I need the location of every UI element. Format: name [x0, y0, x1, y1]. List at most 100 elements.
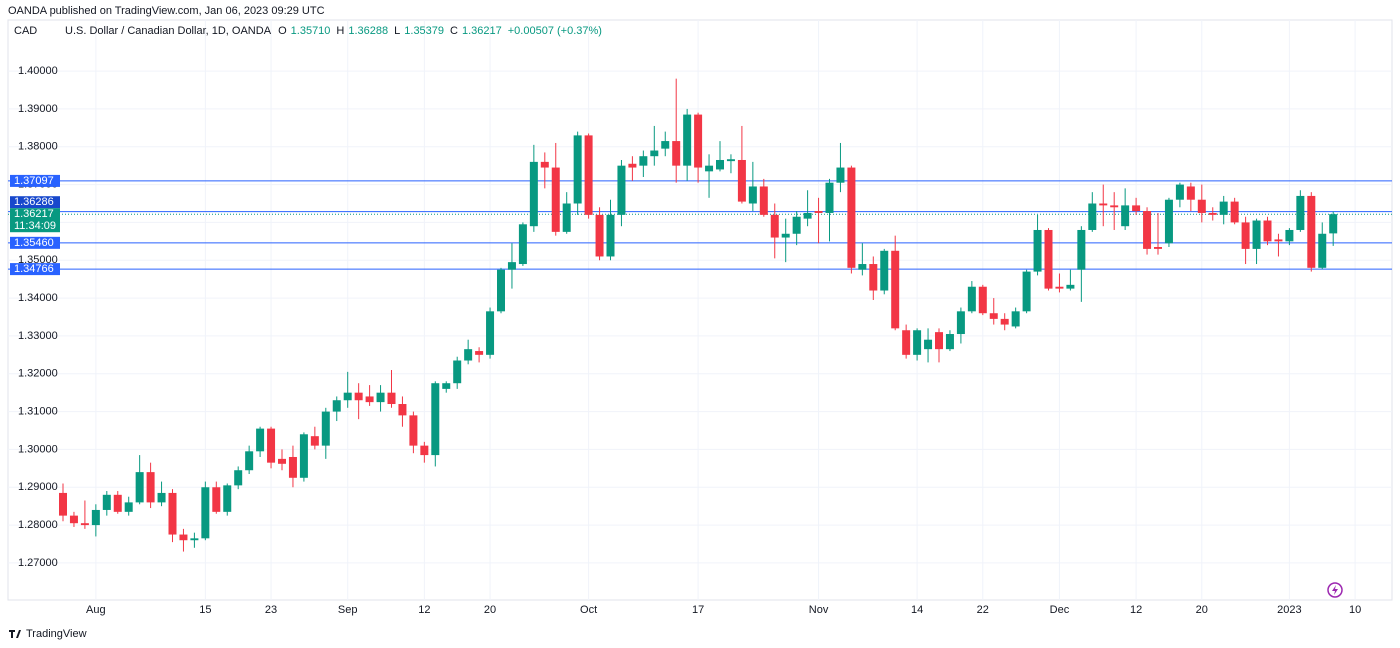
candle-body [956, 311, 965, 335]
candle-body [1077, 229, 1086, 270]
y-tick-label: 1.31000 [18, 405, 58, 417]
legend-key: H [336, 25, 345, 37]
candle-body [518, 224, 527, 265]
y-tick-label: 1.33000 [18, 330, 58, 342]
candle-body [847, 167, 856, 268]
candle-body [562, 203, 571, 232]
legend-value: 1.35379 [404, 25, 445, 37]
candle-body [913, 330, 922, 355]
candle-body [661, 141, 670, 149]
candle-body [431, 383, 440, 456]
candle-body [1307, 195, 1316, 268]
price-line-label-box [10, 174, 60, 187]
candle-body [475, 351, 484, 355]
candle-body [1230, 201, 1239, 223]
candle-body [978, 286, 987, 314]
footer: TradingView [26, 628, 87, 640]
x-tick-label: Oct [580, 604, 597, 616]
candle-body [770, 214, 779, 238]
y-tick-label: 1.32000 [18, 368, 58, 380]
candle-body [551, 167, 560, 232]
candle-body [223, 485, 232, 512]
candle-body [1044, 229, 1053, 289]
candle-body [529, 161, 538, 227]
last-price-box [10, 208, 60, 233]
candle-body [836, 167, 845, 183]
lightning-icon[interactable] [1327, 582, 1343, 598]
legend-value: 1.36288 [348, 25, 389, 37]
candle-body [1197, 199, 1206, 213]
candle-body [748, 186, 757, 204]
candle-body [201, 487, 210, 539]
candle-body [310, 436, 319, 446]
x-tick-label: 12 [418, 604, 430, 616]
candle-body [737, 159, 746, 202]
candle-body [190, 538, 199, 541]
candle-body [1164, 199, 1173, 244]
candle-body [179, 534, 188, 541]
candle-body [1011, 311, 1020, 327]
candle-body [354, 392, 363, 401]
candle-body [726, 159, 735, 162]
candle-body [234, 470, 243, 486]
candle-body [124, 502, 133, 512]
tradingview-logo[interactable] [9, 630, 21, 638]
candle-body [1066, 284, 1075, 289]
candle-body [1143, 211, 1152, 249]
candle-body [683, 114, 692, 166]
candle-body [387, 392, 396, 405]
candle-body [1175, 184, 1184, 200]
candle-body [606, 214, 615, 257]
candle-body [113, 494, 122, 512]
candle-body [540, 161, 549, 168]
candle-body [1285, 229, 1294, 242]
y-tick-label: 1.39000 [18, 103, 58, 115]
candle-body [1055, 286, 1064, 289]
x-tick-label: 23 [265, 604, 277, 616]
x-tick-label: 10 [1349, 604, 1361, 616]
y-tick-label: 1.34000 [18, 292, 58, 304]
candles-layer [59, 78, 1338, 552]
candle-body [91, 509, 100, 526]
candle-body [1110, 205, 1119, 208]
price-line-label: 1.35460 [14, 237, 54, 249]
candle-body [869, 264, 878, 291]
candle-body [989, 313, 998, 319]
x-tick-label: 17 [692, 604, 704, 616]
candle-body [716, 159, 724, 170]
x-tick-label: Nov [809, 604, 829, 616]
labels-layer: 1.37097 1.36286 1.35460 1.34766 1.3621711:34… [10, 174, 60, 276]
candle-body [332, 400, 341, 412]
candle-body [267, 428, 276, 463]
candle-body [1099, 203, 1108, 206]
candle-body [442, 383, 451, 389]
candle-body [146, 472, 155, 503]
last-price-label: 1.36217 [14, 208, 54, 220]
y-tick-label: 1.27000 [18, 557, 58, 569]
candle-body [1329, 214, 1338, 234]
candle-body [1263, 220, 1272, 242]
candle-body [135, 472, 144, 503]
candle-body [1186, 186, 1195, 200]
legend-key: C [450, 25, 458, 37]
plot-frame [7, 19, 1393, 601]
candle-body [1252, 220, 1261, 249]
candle-body [80, 523, 89, 526]
candle-body [453, 360, 462, 384]
candle-body [880, 250, 889, 291]
legend-key: L [394, 25, 401, 37]
candle-body [694, 114, 703, 168]
price-line-label-box [10, 236, 60, 249]
price-line-label: 1.36286 [14, 196, 54, 208]
x-tick-label: 12 [1130, 604, 1142, 616]
x-tick-label: 20 [1196, 604, 1208, 616]
candle-body [573, 135, 582, 204]
candle-body [935, 332, 943, 350]
candle-body [157, 492, 166, 503]
candle-body [299, 434, 308, 478]
x-tick-label: 2023 [1277, 604, 1301, 616]
legend-key: O [278, 25, 287, 37]
candle-body [924, 339, 933, 350]
candle-body [595, 214, 604, 257]
